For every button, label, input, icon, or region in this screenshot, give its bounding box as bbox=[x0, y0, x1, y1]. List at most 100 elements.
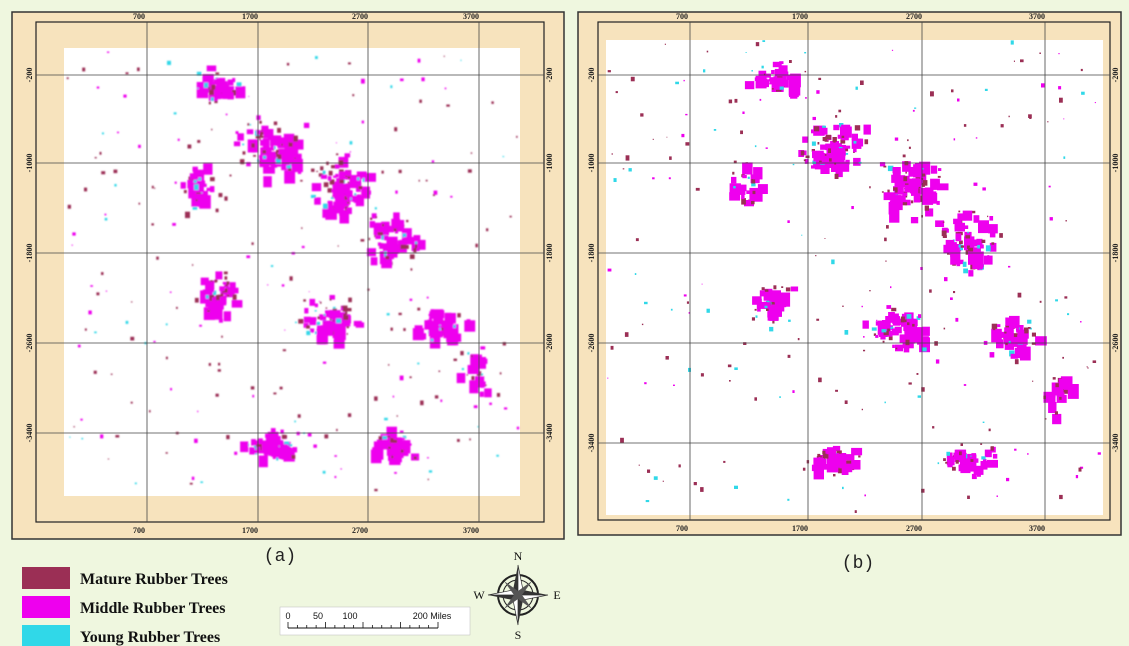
land-patch bbox=[323, 471, 326, 474]
land-patch bbox=[779, 396, 781, 398]
land-patch bbox=[467, 319, 471, 323]
land-patch bbox=[240, 160, 243, 163]
land-patch bbox=[361, 79, 365, 84]
land-patch bbox=[987, 460, 998, 468]
land-patch bbox=[233, 294, 237, 300]
land-patch bbox=[106, 291, 107, 292]
land-patch bbox=[780, 79, 781, 80]
land-patch bbox=[223, 282, 227, 285]
land-patch bbox=[332, 206, 338, 212]
land-patch bbox=[237, 133, 244, 140]
land-patch bbox=[94, 332, 97, 334]
land-patch bbox=[896, 348, 898, 350]
land-patch bbox=[199, 325, 202, 327]
land-patch bbox=[232, 300, 243, 308]
land-patch bbox=[647, 470, 650, 473]
land-patch bbox=[895, 190, 898, 193]
land-patch bbox=[733, 186, 736, 188]
land-patch bbox=[347, 202, 349, 204]
land-patch bbox=[793, 164, 795, 165]
land-patch bbox=[211, 97, 214, 101]
land-patch bbox=[131, 301, 132, 302]
land-patch bbox=[156, 257, 159, 260]
land-patch bbox=[1028, 114, 1032, 118]
land-patch bbox=[1087, 366, 1088, 367]
land-patch bbox=[838, 110, 841, 113]
land-patch bbox=[226, 114, 228, 116]
land-patch bbox=[818, 78, 821, 80]
land-patch bbox=[742, 112, 744, 115]
land-patch bbox=[1001, 333, 1004, 336]
land-patch bbox=[851, 206, 854, 209]
y-label-right: -200 bbox=[1111, 68, 1120, 83]
land-patch bbox=[909, 147, 911, 149]
land-patch bbox=[193, 207, 198, 210]
land-patch bbox=[390, 438, 394, 443]
land-patch bbox=[839, 451, 842, 453]
scale-label: 0 bbox=[285, 611, 290, 621]
land-patch bbox=[234, 452, 237, 455]
y-label-left: -1800 bbox=[25, 244, 34, 263]
land-patch bbox=[787, 499, 789, 501]
land-patch bbox=[429, 470, 432, 472]
y-label-right: -1800 bbox=[545, 244, 554, 263]
land-patch bbox=[989, 429, 991, 432]
land-patch bbox=[84, 188, 87, 192]
land-patch bbox=[997, 324, 1000, 327]
land-patch bbox=[251, 439, 256, 446]
land-patch bbox=[762, 287, 765, 290]
land-patch bbox=[801, 235, 802, 236]
land-patch bbox=[334, 455, 337, 457]
land-patch bbox=[284, 435, 287, 438]
land-patch bbox=[387, 313, 390, 315]
land-patch bbox=[909, 179, 921, 189]
land-patch bbox=[707, 309, 710, 313]
land-patch bbox=[842, 466, 849, 475]
land-patch bbox=[1049, 186, 1051, 188]
land-patch bbox=[194, 439, 198, 443]
land-patch bbox=[331, 197, 334, 199]
land-patch bbox=[863, 336, 865, 338]
land-patch bbox=[391, 219, 400, 229]
land-patch bbox=[149, 410, 151, 412]
land-patch bbox=[748, 177, 750, 179]
land-patch bbox=[953, 291, 955, 293]
land-patch bbox=[235, 86, 245, 98]
land-patch bbox=[936, 359, 939, 363]
land-patch bbox=[958, 211, 960, 213]
x-label-bottom: 3700 bbox=[1029, 524, 1045, 533]
land-patch bbox=[224, 196, 227, 200]
land-patch bbox=[388, 447, 391, 449]
land-patch bbox=[644, 382, 646, 384]
land-patch bbox=[1057, 387, 1064, 397]
legend-label: Young Rubber Trees bbox=[80, 629, 220, 646]
land-patch bbox=[806, 156, 810, 159]
land-patch bbox=[101, 272, 104, 275]
land-patch bbox=[1014, 61, 1015, 62]
land-patch bbox=[346, 208, 352, 215]
land-patch bbox=[942, 231, 947, 237]
land-patch bbox=[331, 165, 335, 168]
land-patch bbox=[918, 314, 921, 318]
land-patch bbox=[100, 152, 102, 155]
land-patch bbox=[491, 101, 493, 104]
land-patch bbox=[489, 403, 492, 405]
land-patch bbox=[1008, 266, 1010, 268]
land-patch bbox=[400, 431, 404, 433]
land-patch bbox=[825, 454, 829, 458]
land-patch bbox=[227, 295, 230, 297]
land-patch bbox=[1062, 357, 1064, 359]
land-patch bbox=[358, 186, 362, 189]
legend-swatch bbox=[22, 596, 70, 618]
land-patch bbox=[1011, 40, 1014, 44]
x-label-bottom: 3700 bbox=[463, 526, 479, 535]
land-patch bbox=[772, 88, 774, 90]
land-patch bbox=[620, 438, 624, 443]
map-panel: 700700170017002700270037003700-200-200-1… bbox=[12, 12, 564, 539]
land-patch bbox=[276, 458, 278, 461]
land-patch bbox=[831, 260, 834, 265]
land-patch bbox=[732, 172, 734, 175]
land-patch bbox=[406, 220, 408, 222]
land-patch bbox=[882, 329, 887, 332]
land-patch bbox=[977, 245, 980, 249]
